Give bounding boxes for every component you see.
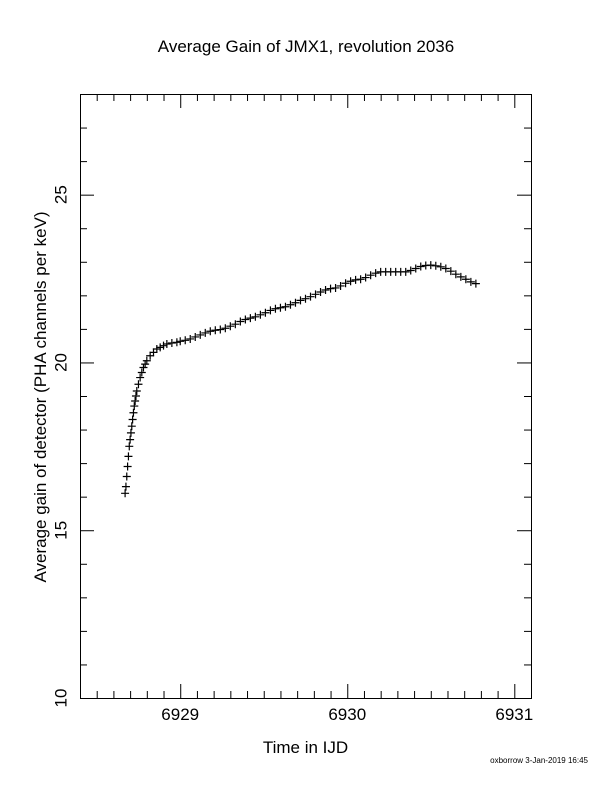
data-point (361, 273, 370, 282)
x-tick-label: 6931 (495, 705, 533, 724)
data-point (126, 435, 135, 444)
chart-title: Average Gain of JMX1, revolution 2036 (157, 37, 455, 56)
data-point (124, 452, 133, 461)
data-point (152, 345, 161, 354)
y-axis-label: Average gain of detector (PHA channels p… (31, 211, 50, 583)
data-point (286, 300, 295, 309)
data-point (456, 272, 465, 281)
plot-frame (80, 94, 532, 699)
data-point (471, 279, 480, 288)
data-point (191, 332, 200, 341)
data-point (466, 277, 475, 286)
data-point (132, 386, 141, 395)
data-point (241, 315, 250, 324)
data-point (121, 489, 130, 498)
data-point (301, 294, 310, 303)
data-point (221, 324, 230, 333)
data-point (351, 275, 360, 284)
data-point (461, 275, 470, 284)
data-point (261, 308, 270, 317)
data-point (167, 338, 176, 347)
data-point (127, 422, 136, 431)
data-point (366, 271, 375, 280)
data-point (336, 281, 345, 290)
data-point (181, 336, 190, 345)
data-point (206, 327, 215, 336)
data-point (406, 266, 415, 275)
data-point (186, 334, 195, 343)
data-point (216, 325, 225, 334)
data-point (441, 264, 450, 273)
data-point (321, 285, 330, 294)
data-point (139, 363, 148, 372)
data-point (211, 326, 220, 335)
data-point (451, 270, 460, 279)
data-point (271, 304, 280, 313)
data-point (371, 269, 380, 278)
axis-tick-labels: 10 15 20 25 6929 6930 6931 (51, 185, 533, 724)
data-point (236, 317, 245, 326)
data-point (311, 290, 320, 299)
data-point (149, 348, 158, 357)
data-point (411, 264, 420, 273)
axis-ticks (80, 94, 532, 699)
y-tick-label: 25 (51, 185, 70, 204)
data-point (276, 303, 285, 312)
data-point (162, 339, 171, 348)
y-tick-label: 15 (51, 521, 70, 540)
data-point (316, 287, 325, 296)
data-point (326, 284, 335, 293)
data-point (125, 442, 134, 451)
data-point (121, 482, 130, 491)
data-point (137, 368, 146, 377)
data-point (134, 380, 143, 389)
data-point (256, 310, 265, 319)
data-point (123, 462, 132, 471)
data-point (136, 373, 145, 382)
data-points (121, 261, 480, 498)
data-point (436, 262, 445, 271)
data-point (296, 296, 305, 305)
data-point (122, 472, 131, 481)
data-point (146, 351, 155, 360)
data-point (131, 392, 140, 400)
data-point (401, 267, 410, 276)
data-point (128, 415, 137, 424)
data-point (126, 428, 135, 437)
data-point (129, 408, 138, 417)
data-point (172, 338, 181, 347)
data-point (142, 356, 151, 365)
data-point (431, 261, 440, 270)
data-point (356, 275, 365, 284)
data-point (159, 341, 168, 350)
data-point (346, 277, 355, 286)
data-point (416, 262, 425, 271)
x-tick-label: 6929 (161, 705, 199, 724)
data-point (156, 343, 165, 352)
data-point (226, 322, 235, 331)
data-point (141, 360, 150, 369)
x-tick-label: 6930 (328, 705, 366, 724)
y-tick-label: 10 (51, 689, 70, 708)
data-point (426, 261, 435, 270)
y-tick-label: 20 (51, 353, 70, 372)
data-point (331, 283, 340, 292)
data-point (446, 267, 455, 276)
x-axis-label: Time in IJD (262, 738, 349, 757)
data-point (341, 279, 350, 288)
data-point (130, 402, 139, 411)
data-point (291, 298, 300, 307)
data-point (231, 320, 240, 329)
data-point (266, 306, 275, 315)
data-point (196, 330, 205, 339)
data-point (176, 337, 185, 346)
data-point (201, 328, 210, 337)
data-point (246, 314, 255, 323)
data-point (281, 302, 290, 311)
data-point (251, 312, 260, 321)
data-point (131, 397, 140, 406)
data-point (306, 292, 315, 301)
footer-stamp: oxborrow 3-Jan-2019 16:45 (490, 756, 588, 765)
